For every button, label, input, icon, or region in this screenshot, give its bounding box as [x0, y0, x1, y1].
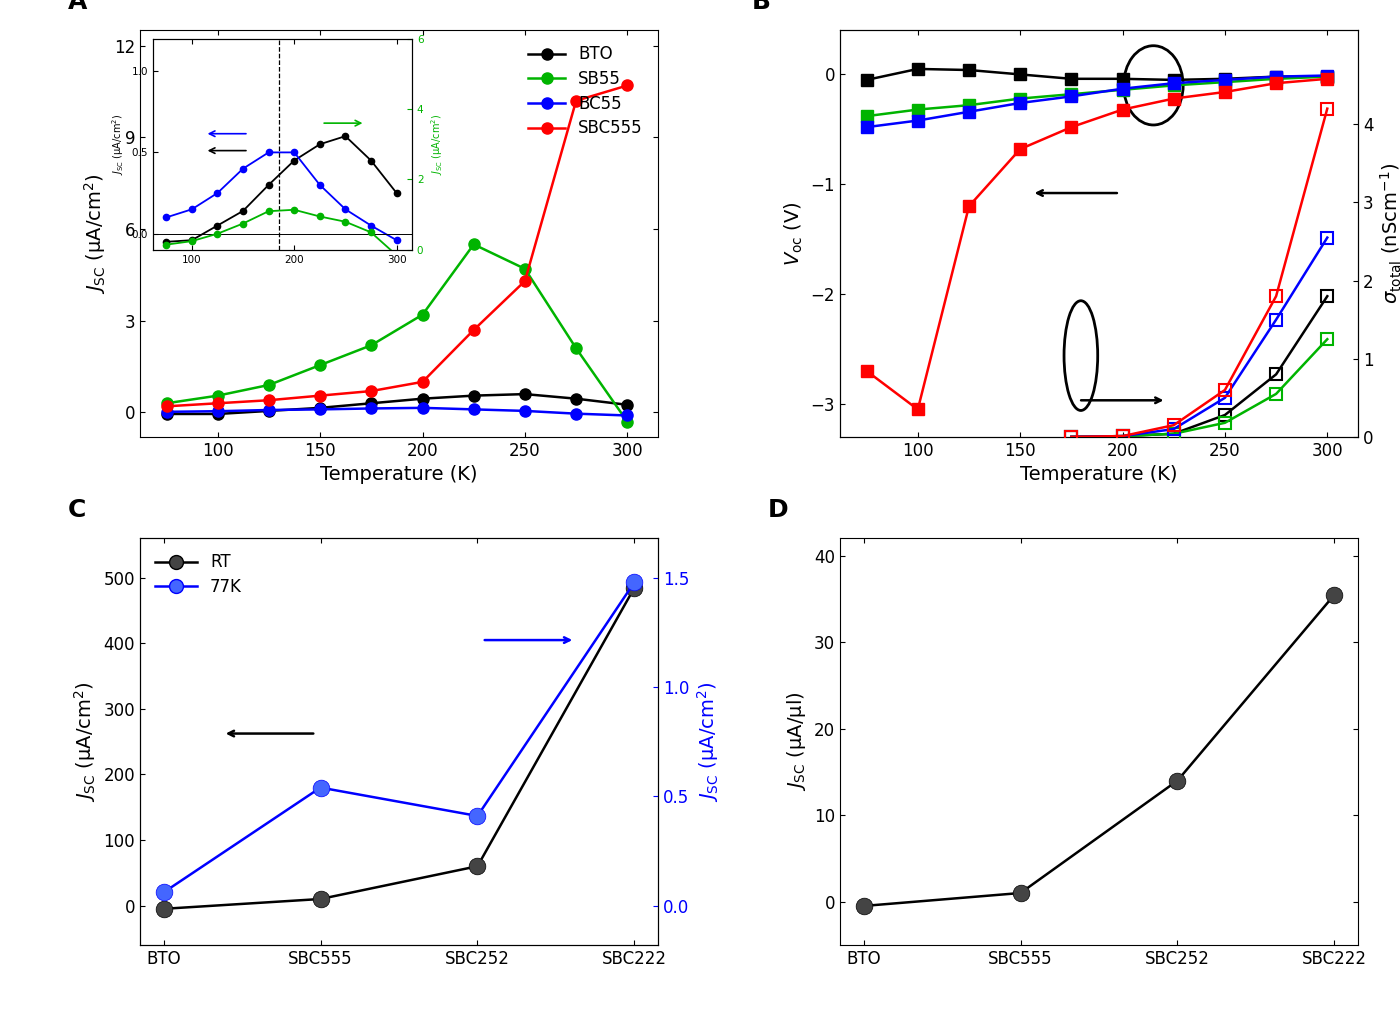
Y-axis label: $J_{\rm SC}$ (μA/μl): $J_{\rm SC}$ (μA/μl)	[785, 692, 808, 791]
Text: D: D	[767, 498, 788, 522]
X-axis label: Temperature (K): Temperature (K)	[321, 465, 477, 485]
Text: A: A	[67, 0, 87, 14]
Y-axis label: $J_{\rm SC}$ (μA/cm$^2$): $J_{\rm SC}$ (μA/cm$^2$)	[83, 173, 108, 295]
Legend: BTO, SB55, BC55, SBC555: BTO, SB55, BC55, SBC555	[522, 39, 650, 144]
Y-axis label: $V_{\rm oc}$ (V): $V_{\rm oc}$ (V)	[783, 201, 805, 266]
Y-axis label: $\sigma_{\rm total}$ (nScm$^{-1}$): $\sigma_{\rm total}$ (nScm$^{-1}$)	[1379, 164, 1400, 304]
Y-axis label: $J_{\rm SC}$ (μA/cm$^2$): $J_{\rm SC}$ (μA/cm$^2$)	[71, 681, 98, 803]
Text: C: C	[67, 498, 85, 522]
X-axis label: Temperature (K): Temperature (K)	[1021, 465, 1177, 485]
Legend: RT, 77K: RT, 77K	[148, 547, 249, 602]
Y-axis label: $J_{\rm SC}$ (μA/cm$^2$): $J_{\rm SC}$ (μA/cm$^2$)	[428, 114, 445, 175]
Text: B: B	[752, 0, 771, 14]
Y-axis label: $J_{\rm SC}$ (μA/cm$^2$): $J_{\rm SC}$ (μA/cm$^2$)	[694, 681, 721, 803]
